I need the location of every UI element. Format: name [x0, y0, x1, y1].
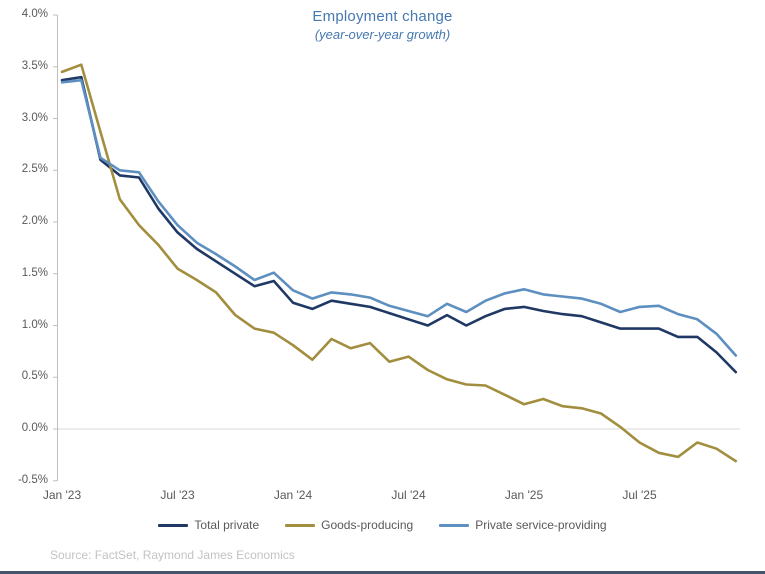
y-tick-label: 2.5%	[21, 163, 48, 176]
x-tick-label: Jan '25	[504, 488, 544, 502]
y-tick-label: 3.0%	[21, 111, 48, 124]
goods-producing-line-swatch	[285, 523, 316, 527]
x-tick-label: Jul '25	[622, 488, 657, 502]
legend: Total private Goods-producing Private se…	[0, 518, 765, 532]
series-line-goods-producing	[60, 63, 738, 463]
plot-area	[53, 14, 740, 482]
chart-title: Employment change	[312, 8, 453, 25]
legend-item-goods-producing: Goods-producing	[285, 518, 413, 532]
y-tick-label: 0.5%	[21, 370, 48, 383]
total-private-line-swatch	[158, 523, 189, 527]
legend-label: Total private	[194, 518, 260, 532]
y-tick-label: 4.0%	[21, 8, 48, 20]
legend-item-private-service-providing: Private service-providing	[439, 518, 607, 532]
series-line-private-service-providing	[60, 78, 738, 357]
source-note: Source: FactSet, Raymond James Economics	[50, 548, 295, 562]
series-line-total-private	[60, 75, 738, 374]
y-tick-label: 1.0%	[21, 318, 48, 331]
x-tick-label: Jul '23	[160, 488, 195, 502]
y-tick-label: 3.5%	[21, 59, 48, 72]
chart-subtitle: (year-over-year growth)	[314, 27, 451, 42]
legend-label: Goods-producing	[321, 518, 414, 532]
bottom-border	[0, 571, 765, 574]
x-tick-label: Jan '24	[273, 488, 313, 502]
y-tick-label: 0.0%	[21, 422, 48, 434]
y-tick-label: 2.0%	[21, 215, 48, 227]
legend-item-total-private: Total private	[158, 518, 259, 532]
y-tick-label: 1.5%	[21, 266, 48, 279]
private-service-providing-line-swatch	[439, 523, 470, 527]
y-tick-label: -0.5%	[17, 473, 48, 486]
x-tick-label: Jul '24	[391, 488, 426, 502]
legend-label: Private service-providing	[475, 518, 607, 532]
x-tick-label: Jan '23	[42, 488, 82, 502]
